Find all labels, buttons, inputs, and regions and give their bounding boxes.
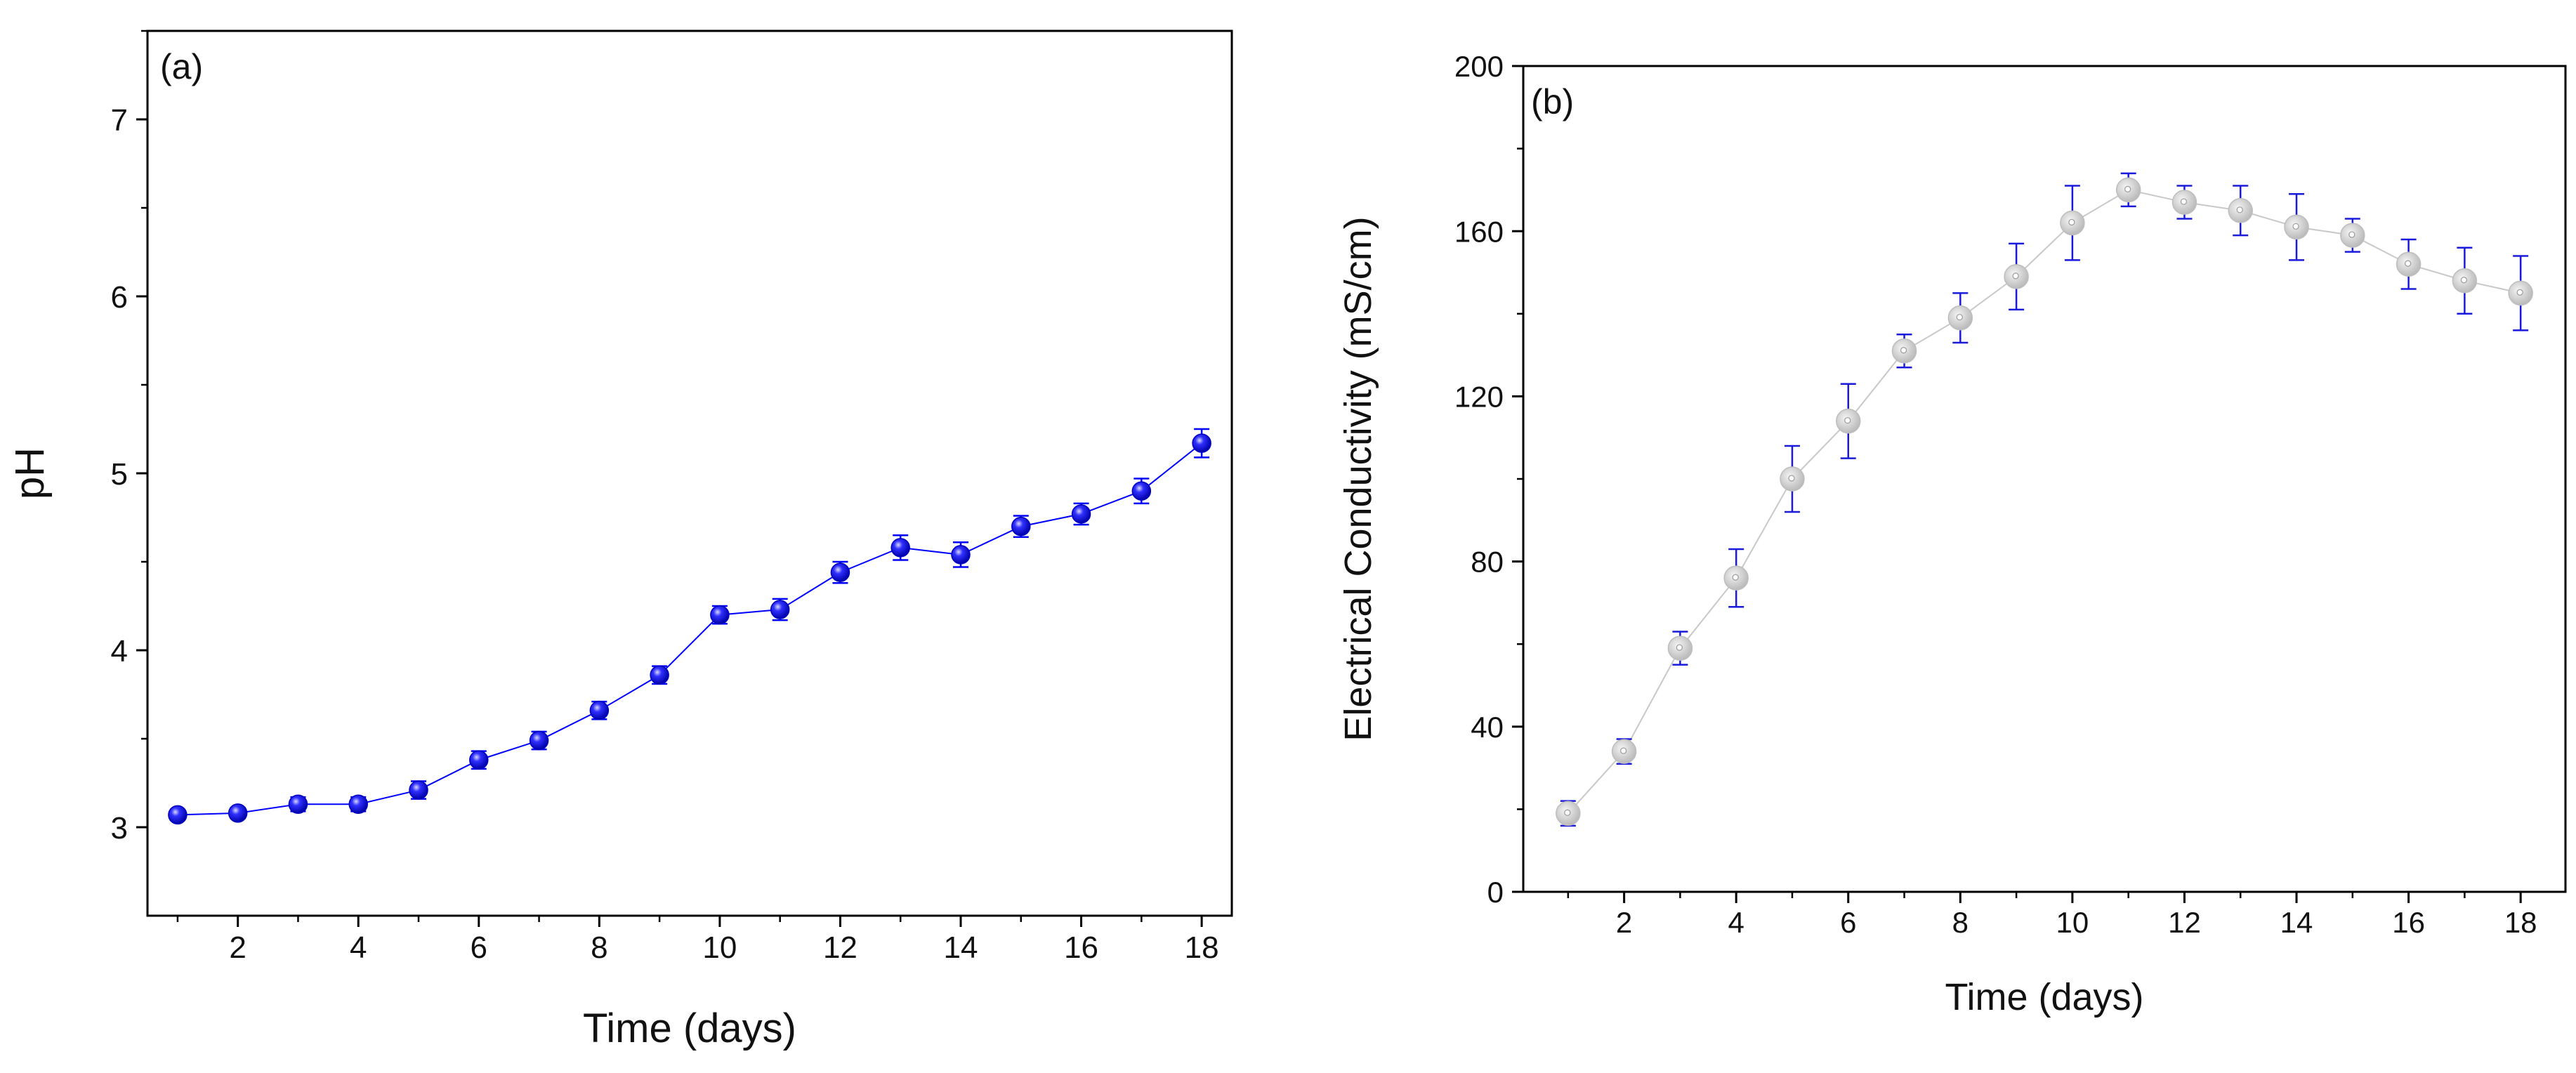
chart-panel-b: 2 4 6 8 10 12 14 16 18 0 40 80 120 160 200 Time (days) E…	[1337, 50, 2567, 1018]
data-point-highlight	[2348, 231, 2355, 238]
data-point	[288, 794, 308, 814]
series-line	[177, 442, 1202, 816]
x-tick-label: 18	[1185, 930, 1219, 965]
data-point	[409, 780, 428, 800]
x-tick-label: 8	[1952, 906, 1969, 939]
x-tick-label: 10	[2056, 906, 2089, 939]
x-tick-label: 6	[1840, 906, 1856, 939]
y-tick-label: 200	[1454, 50, 1504, 83]
x-tick-label: 16	[1064, 930, 1098, 965]
x-tick-label: 18	[2504, 906, 2537, 939]
x-axis-label: Time (days)	[583, 1006, 796, 1051]
x-tick-label: 6	[471, 930, 487, 965]
y-tick-label: 5	[111, 457, 128, 492]
data-point-highlight	[1732, 574, 1739, 581]
data-point-highlight	[2405, 260, 2412, 267]
data-point-highlight	[1956, 314, 1963, 321]
y-axis-label: pH	[7, 447, 53, 499]
y-tick-label: 120	[1454, 381, 1504, 414]
panel-label: (a)	[160, 47, 203, 86]
data-point	[1192, 433, 1211, 453]
x-axis-label: Time (days)	[1945, 976, 2143, 1018]
data-point	[469, 750, 489, 770]
data-point	[951, 545, 971, 565]
y-tick-label: 4	[111, 634, 128, 669]
y-tick-label: 7	[111, 103, 128, 138]
y-tick-label: 3	[111, 811, 128, 845]
x-tick-label: 2	[229, 930, 246, 965]
data-point-highlight	[1564, 809, 1571, 816]
data-point-highlight	[1620, 747, 1627, 754]
series-0	[168, 428, 1211, 825]
series-line	[1568, 189, 2521, 814]
plot-frame	[146, 29, 1233, 917]
x-tick-label: 2	[1616, 906, 1632, 939]
y-tick-label: 6	[111, 280, 128, 315]
data-point-highlight	[2068, 218, 2075, 226]
data-point	[770, 600, 790, 619]
data-point	[589, 700, 610, 720]
x-tick-label: 16	[2392, 906, 2425, 939]
data-point	[650, 665, 669, 685]
data-point	[168, 805, 188, 825]
x-tick-label: 12	[2168, 906, 2201, 939]
y-tick-label: 160	[1454, 215, 1504, 248]
x-tick-label: 8	[591, 930, 607, 965]
data-point-highlight	[2124, 185, 2131, 192]
data-point	[891, 538, 910, 558]
data-point-highlight	[1676, 644, 1683, 651]
data-point-highlight	[2236, 206, 2243, 213]
data-point-highlight	[1900, 347, 1907, 354]
data-point-highlight	[1844, 417, 1851, 424]
y-tick-label: 80	[1471, 546, 1504, 579]
data-point-highlight	[2180, 198, 2188, 205]
data-point	[1011, 516, 1031, 536]
x-tick-label: 12	[823, 930, 857, 965]
data-point	[1071, 504, 1091, 524]
series-0	[1556, 172, 2533, 827]
x-tick-label: 14	[944, 930, 978, 965]
panel-label: (b)	[1531, 82, 1574, 121]
y-axis-label: Electrical Conductivity (mS/cm)	[1337, 216, 1379, 741]
data-point	[830, 562, 850, 582]
data-point	[1131, 481, 1152, 501]
data-point-highlight	[1788, 475, 1795, 482]
data-point-highlight	[2516, 289, 2523, 296]
y-tick-label: 0	[1487, 876, 1504, 909]
data-point	[228, 803, 248, 823]
x-tick-label: 10	[702, 930, 737, 965]
data-point	[529, 730, 549, 751]
x-tick-label: 4	[350, 930, 367, 965]
data-point-highlight	[2012, 272, 2019, 279]
x-tick-label: 14	[2280, 906, 2313, 939]
data-point-highlight	[2292, 223, 2299, 230]
plot-frame	[1522, 65, 2567, 893]
y-tick-label: 40	[1471, 711, 1504, 744]
data-point	[348, 794, 368, 814]
data-point	[710, 605, 730, 625]
data-point-highlight	[2460, 277, 2467, 284]
x-tick-label: 4	[1728, 906, 1744, 939]
chart-panel-a: 2 4 6 8 10 12 14 16 18 3 4 5 6 7 Time (days) pH (a)	[7, 29, 1233, 1051]
